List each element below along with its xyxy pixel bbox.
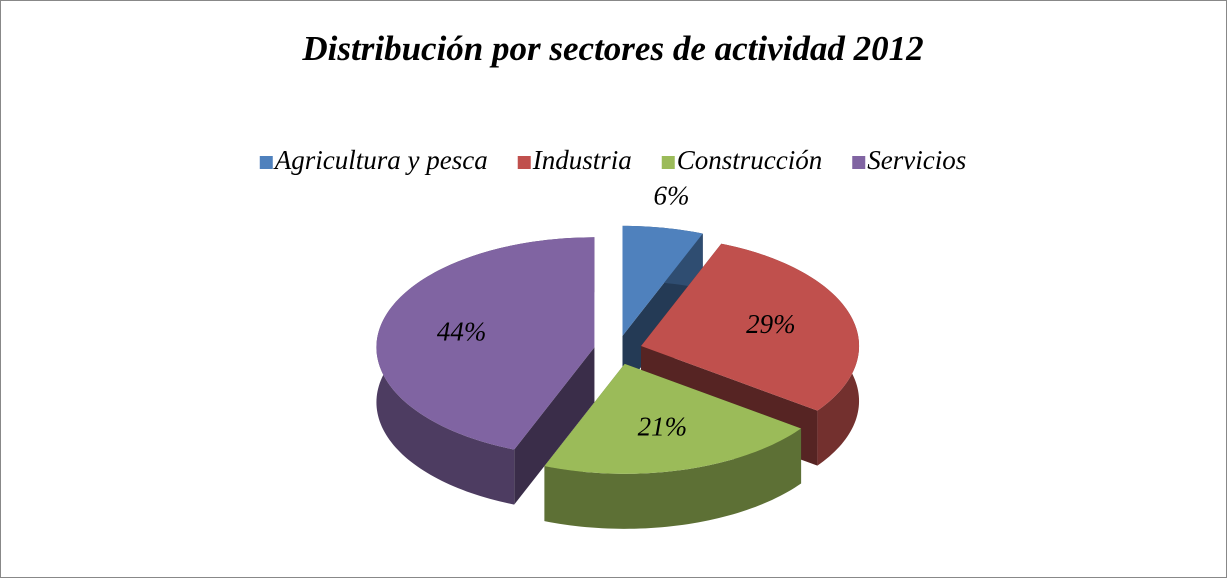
legend-label: Industria bbox=[532, 145, 632, 175]
slice-top bbox=[544, 363, 802, 474]
data-label: 6% bbox=[654, 180, 690, 210]
legend-label: Agricultura y pesca bbox=[273, 145, 488, 175]
slice-top bbox=[622, 225, 703, 336]
legend-swatch bbox=[517, 156, 531, 169]
slice bbox=[544, 363, 802, 529]
data-label: 21% bbox=[638, 412, 688, 442]
slice-side bbox=[544, 428, 802, 529]
chart-title: Distribución por sectores de actividad 2… bbox=[301, 29, 923, 68]
slice-top bbox=[376, 237, 595, 450]
legend-label: Servicios bbox=[867, 145, 966, 175]
data-label: 29% bbox=[746, 309, 796, 339]
slice bbox=[376, 237, 595, 505]
data-label: 44% bbox=[437, 317, 487, 347]
legend-swatch bbox=[259, 156, 273, 169]
legend-swatch bbox=[661, 156, 675, 169]
slice-side bbox=[514, 347, 595, 505]
slice-top bbox=[641, 243, 860, 411]
legend-swatch bbox=[852, 156, 866, 169]
legend-label: Construcción bbox=[677, 145, 823, 175]
